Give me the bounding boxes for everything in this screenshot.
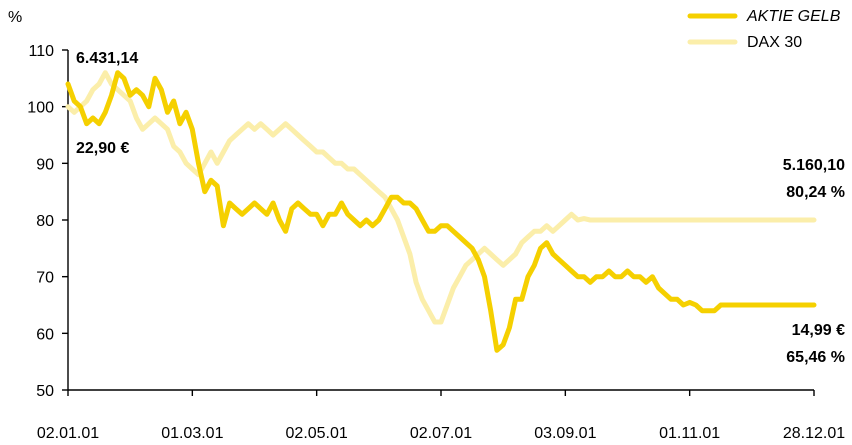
- y-tick-label: 90: [36, 156, 54, 173]
- y-tick-label: 50: [36, 383, 54, 400]
- y-tick-label: 60: [36, 326, 54, 343]
- series-line-dax: [65, 70, 817, 325]
- series-group: [65, 70, 817, 353]
- annotation-dax-end-value: 5.160,10: [783, 157, 845, 174]
- annotation-aktie-end-price: 14,99 €: [792, 322, 845, 339]
- x-tick-label: 02.05.01: [286, 425, 348, 442]
- annotation-aktie-end-pct: 65,46 %: [786, 349, 845, 366]
- y-unit-label: %: [8, 9, 22, 26]
- annotation-aktie-start-value: 6.431,14: [76, 50, 138, 67]
- y-tick-label: 100: [27, 100, 54, 117]
- annotations: 6.431,14 22,90 € 5.160,10 80,24 % 14,99 …: [76, 50, 845, 366]
- x-tick-label: 03.09.01: [534, 425, 596, 442]
- x-tick-label: 02.01.01: [37, 425, 99, 442]
- legend: AKTIE GELB DAX 30: [687, 8, 841, 51]
- annotation-aktie-start-price: 22,90 €: [76, 140, 129, 157]
- y-tick-label: 70: [36, 270, 54, 287]
- legend-label-dax: DAX 30: [747, 34, 802, 51]
- y-tick-label: 80: [36, 213, 54, 230]
- y-tick-label: 110: [28, 43, 54, 60]
- annotation-dax-end-pct: 80,24 %: [786, 184, 845, 201]
- y-ticks: 50 60 70 80 90 100 110: [27, 43, 68, 400]
- legend-label-aktie: AKTIE GELB: [746, 8, 841, 25]
- x-tick-label: 28.12.01: [783, 425, 845, 442]
- x-ticks: 02.01.01 01.03.01 02.05.01 02.07.01 03.09.01…: [37, 390, 845, 442]
- x-tick-label: 02.07.01: [410, 425, 472, 442]
- x-tick-label: 01.11.01: [659, 425, 720, 442]
- x-tick-label: 01.03.01: [161, 425, 223, 442]
- series-line-aktie: [65, 70, 817, 353]
